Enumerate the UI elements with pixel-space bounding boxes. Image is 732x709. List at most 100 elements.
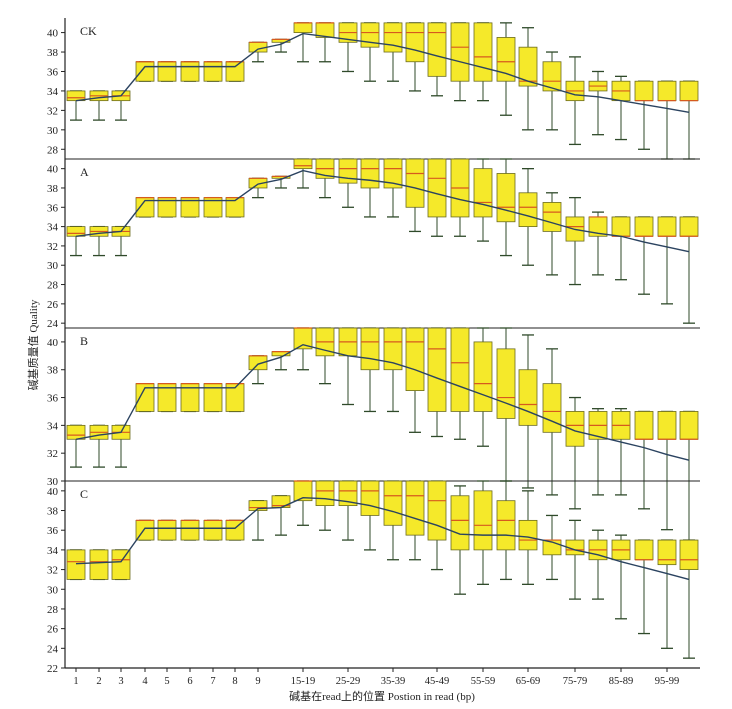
box-body <box>657 411 677 440</box>
y-tick-label: 30 <box>47 476 59 488</box>
box-80-84 <box>588 70 608 136</box>
box-35-39 <box>383 327 403 413</box>
box-9 <box>248 177 268 199</box>
y-tick-label: 38 <box>47 506 59 518</box>
box-9 <box>248 500 268 541</box>
y-tick-label: 38 <box>47 47 59 59</box>
box-body <box>293 158 313 170</box>
box-85-89 <box>611 75 631 141</box>
box-5 <box>157 382 177 413</box>
box-45-49 <box>427 158 447 237</box>
box-50-54 <box>450 158 470 237</box>
box-body <box>473 490 493 551</box>
box-55-59 <box>473 480 493 585</box>
box-body <box>542 383 562 433</box>
box-10-14 <box>271 38 291 53</box>
box-95-99 <box>657 216 677 305</box>
x-tick-label: 2 <box>96 676 101 687</box>
box-1 <box>66 90 86 121</box>
y-tick-label: 28 <box>47 604 59 616</box>
panel-b: B 30 32 34 36 38 40 <box>47 327 700 552</box>
y-tick-label: 26 <box>47 299 59 311</box>
box-2 <box>89 90 109 121</box>
box-body <box>248 500 268 511</box>
box-body <box>293 22 313 33</box>
box-body <box>383 158 403 189</box>
box-body <box>518 519 538 551</box>
box-70-74 <box>542 348 562 496</box>
x-tick-label: 4 <box>142 676 148 687</box>
panel-a: A 24 26 28 30 32 34 36 38 40 <box>47 158 700 330</box>
x-tick-label: 65-69 <box>516 676 541 687</box>
y-tick-label: 32 <box>47 241 58 253</box>
box-body <box>634 411 654 440</box>
box-15-19 <box>293 480 313 526</box>
y-tick-label: 24 <box>47 318 59 330</box>
box-1 <box>66 549 86 581</box>
box-100 <box>679 216 699 324</box>
box-8 <box>225 61 245 82</box>
y-tick-label: 40 <box>47 164 59 176</box>
box-7 <box>203 519 223 541</box>
box-body <box>157 519 177 541</box>
box-65-69 <box>518 168 538 266</box>
x-tick-label: 25-29 <box>336 676 361 687</box>
box-55-59 <box>473 158 493 242</box>
box-80-84 <box>588 408 608 496</box>
box-70-74 <box>542 514 562 581</box>
box-body <box>89 549 109 580</box>
box-body <box>135 61 155 82</box>
box-40-44 <box>405 158 425 233</box>
box-body <box>360 158 380 189</box>
box-2 <box>89 424 109 468</box>
box-40-44 <box>405 480 425 561</box>
box-6 <box>180 519 200 541</box>
box-15-19 <box>293 158 313 189</box>
box-body <box>405 480 425 536</box>
box-body <box>203 519 223 541</box>
box-1 <box>66 424 86 468</box>
x-tick-label: 6 <box>187 676 192 687</box>
box-body <box>405 158 425 208</box>
box-6 <box>180 196 200 218</box>
box-body <box>405 327 425 391</box>
box-45-49 <box>427 327 447 438</box>
y-tick-label: 30 <box>47 125 59 137</box>
box-4 <box>135 382 155 413</box>
box-5 <box>157 519 177 541</box>
box-5 <box>157 61 177 82</box>
box-85-89 <box>611 216 631 281</box>
x-tick-label: 7 <box>210 676 215 687</box>
box-2 <box>89 549 109 581</box>
box-75-79 <box>565 56 585 146</box>
x-tick-label: 75-79 <box>563 676 588 687</box>
box-100 <box>679 539 699 659</box>
box-80-84 <box>588 529 608 600</box>
box-50-54 <box>450 485 470 595</box>
box-8 <box>225 382 245 413</box>
y-tick-label: 34 <box>47 222 59 234</box>
y-tick-label: 36 <box>47 525 59 537</box>
y-tick-label: 34 <box>47 420 59 432</box>
mean-quality-line <box>75 497 690 581</box>
y-axis-title: 碱基质量值 Quality <box>27 299 40 390</box>
box-80-84 <box>588 211 608 276</box>
box-55-59 <box>473 22 493 102</box>
box-body <box>496 500 516 551</box>
box-85-89 <box>611 534 631 620</box>
y-tick-label: 38 <box>47 365 59 377</box>
panel-label: C <box>80 487 88 501</box>
box-body <box>338 480 358 507</box>
box-body <box>634 80 654 102</box>
box-body <box>383 22 403 53</box>
box-body <box>679 216 699 237</box>
box-25-29 <box>338 327 358 406</box>
panel-ck: CK 28 30 32 34 36 38 40 <box>47 22 699 160</box>
box-60-64 <box>496 480 516 581</box>
box-20-24 <box>315 480 335 531</box>
box-25-29 <box>338 158 358 208</box>
x-tick-label: 1 <box>73 676 78 687</box>
box-20-24 <box>315 22 335 63</box>
x-tick-label: 55-59 <box>471 676 496 687</box>
